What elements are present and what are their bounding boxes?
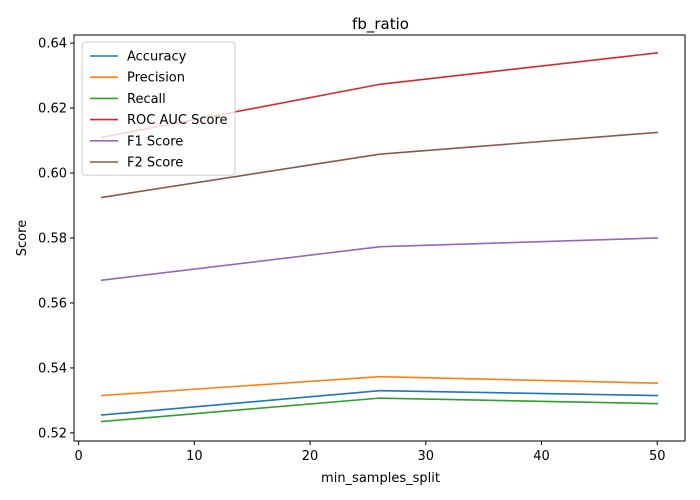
legend-label-2: Recall: [127, 92, 166, 107]
series-line-4: [100, 237, 659, 282]
x-tick-label-5: 50: [649, 449, 666, 464]
y-tick-label-4: 0.60: [38, 167, 67, 182]
x-axis-ticks: 0 10 20 30 40 50: [74, 441, 666, 464]
legend-label-1: Precision: [127, 71, 185, 86]
x-tick-label-3: 30: [418, 449, 435, 464]
y-tick-label-6: 0.64: [38, 37, 67, 52]
x-tick-label-2: 20: [302, 449, 319, 464]
legend-label-3: ROC AUC Score: [127, 113, 228, 128]
x-axis-label: min_samples_split: [321, 471, 440, 486]
series-line-1: [100, 375, 659, 397]
y-tick-label-0: 0.52: [38, 426, 67, 441]
legend-label-0: Accuracy: [127, 50, 187, 65]
series-line-0: [100, 389, 659, 416]
legend-label-5: F2 Score: [127, 156, 183, 171]
y-axis-ticks: 0.52 0.54 0.56 0.58 0.60 0.62 0.64: [38, 37, 74, 441]
x-tick-label-1: 10: [186, 449, 203, 464]
legend: Accuracy Precision Recall ROC AUC Score F1 S…: [81, 41, 236, 176]
x-tick-label-0: 0: [74, 449, 82, 464]
y-axis-label: Score: [15, 220, 30, 256]
series-line-5: [100, 131, 659, 199]
series-line-2: [100, 397, 659, 423]
y-tick-label-1: 0.54: [38, 361, 67, 376]
legend-label-4: F1 Score: [127, 134, 183, 149]
y-tick-label-3: 0.58: [38, 232, 67, 247]
legend-box: [81, 41, 236, 176]
plot-frame: [73, 34, 686, 442]
chart-title: fb_ratio: [352, 15, 409, 34]
y-tick-label-2: 0.56: [38, 296, 67, 311]
x-tick-label-4: 40: [533, 449, 550, 464]
y-tick-label-5: 0.62: [38, 102, 67, 117]
